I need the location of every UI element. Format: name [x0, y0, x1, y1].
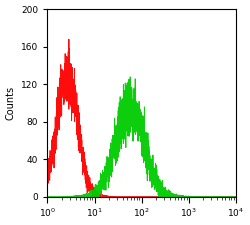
Y-axis label: Counts: Counts — [6, 86, 16, 120]
